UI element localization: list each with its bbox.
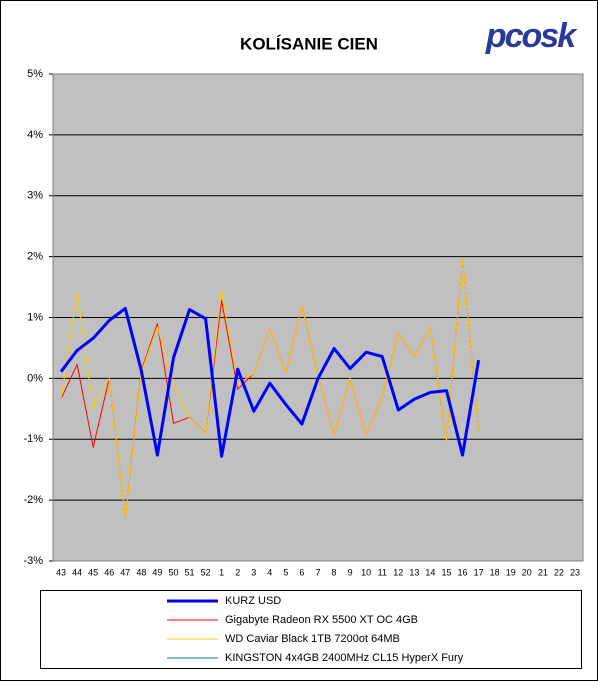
x-tick-label: 43 [56,567,66,577]
x-tick-label: 8 [332,567,337,577]
series-line [59,306,481,458]
x-tick-label: 10 [361,567,371,577]
series-line [60,258,480,519]
plot-border [52,73,584,562]
x-tick-label: 12 [393,567,403,577]
y-tick-label: 0% [27,372,43,384]
x-tick-label: 4 [267,567,272,577]
legend-label: KINGSTON 4x4GB 2400MHz CL15 HyperX Fury [225,652,464,664]
x-tick-label: 45 [88,567,98,577]
x-tick-label: 13 [409,567,419,577]
x-tick-label: 17 [474,567,484,577]
x-tick-label: 48 [136,567,146,577]
x-tick-label: 5 [283,567,288,577]
x-tick-label: 47 [120,567,130,577]
x-tick-label: 7 [315,567,320,577]
x-tick-label: 46 [104,567,114,577]
x-tick-label: 50 [168,567,178,577]
y-tick-label: 2% [27,251,43,263]
x-tick-label: 15 [441,567,451,577]
logo: pcosk [485,17,578,55]
y-tick-label: 1% [27,311,43,323]
x-tick-label: 52 [201,567,211,577]
x-tick-label: 49 [152,567,162,577]
chart-title: KOLÍSANIE CIEN [240,34,378,53]
x-tick-label: 19 [506,567,516,577]
y-tick-label: -2% [23,494,43,506]
y-tick-label: 4% [27,129,43,141]
x-tick-label: 11 [378,567,387,577]
legend-label: KURZ USD [225,595,281,607]
x-tick-label: 2 [235,567,240,577]
x-tick-label: 9 [348,567,353,577]
y-tick-label: 5% [27,68,43,80]
legend-label: Gigabyte Radeon RX 5500 XT OC 4GB [225,614,418,626]
x-tick-label: 6 [299,567,304,577]
y-tick-label: 3% [27,190,43,202]
x-tick-label: 44 [72,567,82,577]
x-tick-label: 14 [425,567,435,577]
y-tick-label: -3% [23,555,43,567]
x-tick-label: 23 [570,567,580,577]
x-tick-label: 51 [185,567,195,577]
y-tick-label: -1% [23,433,43,445]
x-tick-label: 18 [490,567,500,577]
x-tick-label: 21 [538,567,548,577]
x-tick-label: 16 [458,567,468,577]
legend-label: WD Caviar Black 1TB 7200ot 64MB [225,633,400,645]
x-tick-label: 1 [219,567,224,577]
legend-box [40,590,582,669]
x-tick-label: 22 [554,567,564,577]
x-tick-label: 3 [251,567,256,577]
x-tick-label: 20 [522,567,532,577]
